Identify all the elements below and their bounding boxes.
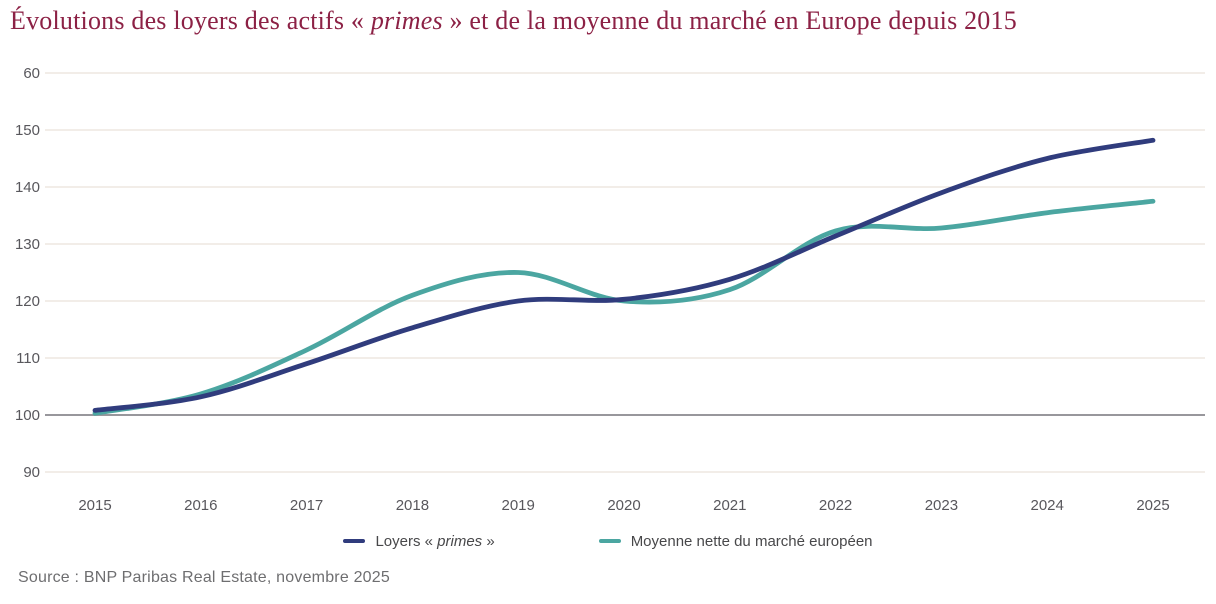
x-axis-tick-label: 2016 <box>184 497 217 514</box>
x-axis-tick-label: 2017 <box>290 497 323 514</box>
x-axis-tick-label: 2019 <box>502 497 535 514</box>
legend-label-emphasis: primes <box>437 532 483 550</box>
x-axis-tick-label: 2023 <box>925 497 958 514</box>
chart-title-prefix: Évolutions des loyers des actifs « <box>10 6 371 35</box>
x-axis-tick-label: 2021 <box>713 497 746 514</box>
chart-legend: Loyers « primes » Moyenne nette du march… <box>0 529 1216 553</box>
chart-title: Évolutions des loyers des actifs « prime… <box>10 6 1210 36</box>
x-axis-tick-label: 2025 <box>1136 497 1169 514</box>
legend-label-prefix: Loyers « <box>375 532 438 550</box>
y-axis-tick-label: 130 <box>15 236 40 253</box>
y-axis-tick-label: 60 <box>23 65 40 82</box>
legend-label-moyenne-nette: Moyenne nette du marché européen <box>631 533 873 550</box>
legend-line-swatch-prime <box>343 539 366 543</box>
x-axis-tick-label: 2018 <box>396 497 429 514</box>
y-axis-tick-label: 90 <box>23 464 40 481</box>
source-caption: Source : BNP Paribas Real Estate, novemb… <box>18 569 390 586</box>
y-axis-tick-label: 140 <box>15 179 40 196</box>
y-axis-tick-label: 110 <box>16 350 40 367</box>
series-line-prime <box>92 137 1156 413</box>
x-axis-tick-label: 2015 <box>78 497 111 514</box>
y-axis-tick-label: 120 <box>15 293 40 310</box>
legend-item-moyenne-nette: Moyenne nette du marché européen <box>598 533 873 550</box>
legend-label-text: Moyenne nette du marché européen <box>630 532 873 550</box>
chart-title-emphasis: primes <box>370 6 443 35</box>
y-axis-tick-label: 150 <box>15 122 40 139</box>
legend-line-swatch-average <box>598 539 621 543</box>
x-axis-tick-label: 2020 <box>607 497 640 514</box>
legend-label-suffix: » <box>482 532 495 550</box>
legend-item-loyers-primes: Loyers « primes » <box>343 533 495 550</box>
x-axis-tick-label: 2024 <box>1031 497 1064 514</box>
y-axis-tick-label: 100 <box>15 407 40 424</box>
x-axis-tick-label: 2022 <box>819 497 852 514</box>
chart-title-suffix: » et de la moyenne du marché en Europe d… <box>442 6 1017 35</box>
legend-label-loyers-primes: Loyers « primes » <box>375 533 494 550</box>
